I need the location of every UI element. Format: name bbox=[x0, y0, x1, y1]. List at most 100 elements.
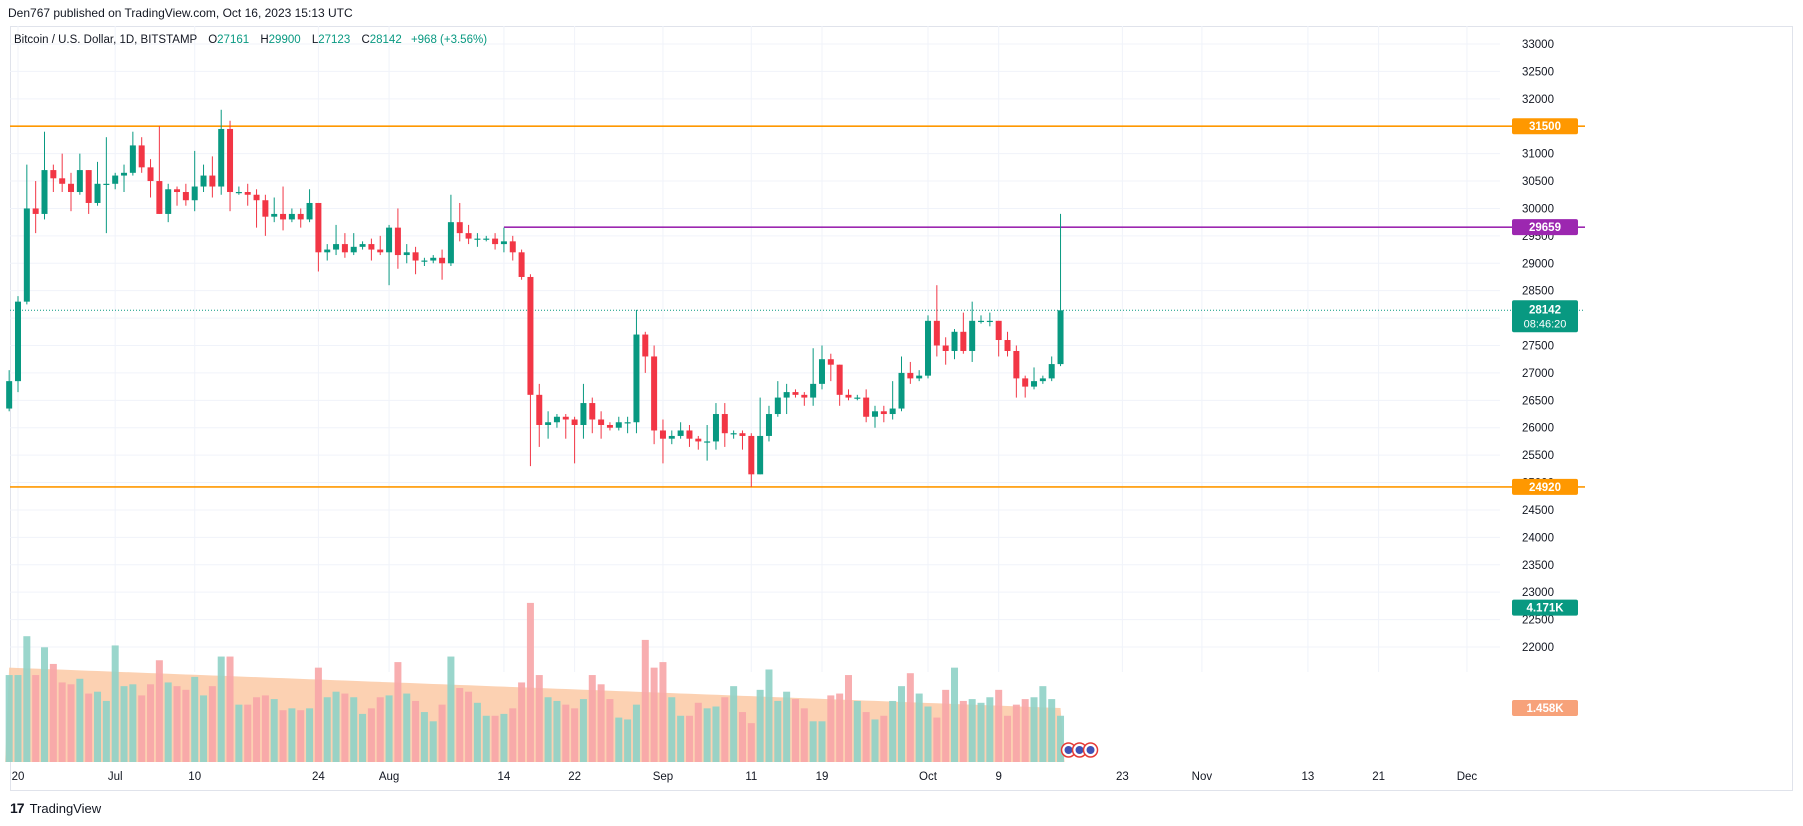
candle-body bbox=[500, 241, 507, 245]
candle-body bbox=[1031, 381, 1038, 387]
candle-body bbox=[244, 192, 251, 195]
volume-bar bbox=[173, 686, 181, 762]
y-tick-label: 22000 bbox=[1522, 642, 1554, 654]
candle-body bbox=[845, 394, 852, 398]
volume-bar bbox=[111, 645, 119, 762]
volume-bar bbox=[244, 704, 252, 762]
candle-body bbox=[898, 372, 905, 409]
volume-bar bbox=[862, 712, 870, 762]
volume-bar bbox=[659, 662, 667, 762]
y-tick-label: 26000 bbox=[1522, 423, 1554, 435]
low-value: 27123 bbox=[318, 34, 351, 46]
candle-body bbox=[156, 181, 163, 214]
x-tick-label: 10 bbox=[188, 771, 201, 783]
candle-body bbox=[138, 145, 145, 168]
x-tick-label: 21 bbox=[1372, 771, 1385, 783]
volume-bar bbox=[359, 713, 367, 762]
x-tick-label: 24 bbox=[312, 771, 325, 783]
candle-body bbox=[15, 301, 21, 382]
volume-bar bbox=[1004, 715, 1012, 762]
volume-bar bbox=[58, 682, 66, 762]
candle-body bbox=[359, 244, 366, 247]
volume-bar bbox=[756, 689, 764, 762]
volume-bar bbox=[871, 719, 879, 762]
candle-body bbox=[863, 397, 870, 417]
volume-bar bbox=[827, 695, 835, 762]
candle-body bbox=[68, 183, 75, 193]
level-high-tag: 31500 bbox=[1512, 118, 1578, 135]
x-tick-label: 11 bbox=[745, 771, 757, 783]
publish-info: Den767 published on TradingView.com, Oct… bbox=[8, 6, 353, 20]
candle-body bbox=[553, 416, 560, 423]
volume-bar bbox=[412, 700, 420, 762]
candle-body bbox=[836, 364, 843, 395]
volume-bar bbox=[898, 686, 905, 762]
volume-bar bbox=[906, 673, 914, 762]
candle-body bbox=[271, 213, 278, 217]
volume-bar bbox=[721, 697, 729, 762]
candle-body bbox=[288, 213, 295, 220]
y-tick-label: 32500 bbox=[1522, 66, 1554, 78]
candle-body bbox=[580, 403, 587, 425]
volume-bar bbox=[677, 715, 685, 762]
candle-body bbox=[545, 422, 552, 425]
last-price-tag: 28142 08:46:20 bbox=[1512, 300, 1578, 333]
candle-body bbox=[748, 435, 755, 475]
volume-last-tag: 4.171K bbox=[1512, 599, 1578, 616]
candle-body bbox=[818, 359, 825, 384]
volume-bar bbox=[1012, 704, 1020, 762]
tradingview-brand[interactable]: 17 TradingView bbox=[10, 800, 101, 816]
brand-name: TradingView bbox=[29, 800, 102, 816]
y-tick-label: 31000 bbox=[1522, 149, 1554, 161]
candle-body bbox=[447, 222, 454, 264]
candle-body bbox=[182, 192, 189, 201]
candle-body bbox=[810, 383, 817, 398]
candle-body bbox=[880, 411, 887, 415]
candle-body bbox=[1048, 364, 1055, 379]
candle-body bbox=[421, 260, 428, 262]
volume-bar bbox=[712, 706, 720, 762]
candle-body bbox=[783, 392, 790, 398]
volume-bar bbox=[67, 684, 75, 762]
candle-body bbox=[571, 419, 578, 425]
volume-bar bbox=[800, 708, 808, 762]
volume-bar bbox=[1057, 715, 1065, 762]
volume-bar bbox=[889, 700, 897, 762]
candle-body bbox=[59, 178, 66, 184]
volume-bar bbox=[138, 695, 146, 762]
volume-bar bbox=[844, 675, 852, 762]
volume-bar bbox=[217, 656, 225, 762]
candle-body bbox=[112, 175, 119, 184]
candle-body bbox=[394, 227, 401, 256]
volume-bar bbox=[473, 702, 481, 762]
low-label: L bbox=[311, 34, 319, 46]
volume-bar bbox=[774, 700, 782, 762]
volume-bar bbox=[818, 721, 826, 762]
volume-bar bbox=[641, 639, 649, 762]
candle-body bbox=[854, 397, 861, 399]
volume-bar bbox=[129, 684, 137, 762]
volume-ma-tag-text: 1.458K bbox=[1526, 703, 1564, 715]
candle-body bbox=[32, 208, 39, 214]
volume-bar bbox=[385, 695, 393, 762]
x-tick-label: 13 bbox=[1302, 771, 1315, 783]
volume-bar bbox=[977, 702, 985, 762]
volume-bar bbox=[403, 693, 411, 762]
symbol-legend: Bitcoin / U.S. Dollar, 1D, BITSTAMP O271… bbox=[14, 34, 487, 46]
candle-body bbox=[615, 422, 622, 428]
candle-body bbox=[960, 331, 967, 351]
y-tick-label: 24500 bbox=[1522, 505, 1554, 517]
level-low-tag-bg bbox=[1512, 478, 1578, 495]
candle-body bbox=[1039, 378, 1046, 382]
candle-body bbox=[341, 244, 348, 253]
candle-body bbox=[704, 441, 711, 443]
candle-body bbox=[235, 192, 242, 194]
volume-bar bbox=[685, 715, 693, 762]
candle-body bbox=[695, 438, 702, 442]
x-tick-label: 20 bbox=[12, 771, 25, 783]
candle-body bbox=[465, 233, 472, 239]
volume-bar bbox=[1039, 686, 1047, 762]
candle-body bbox=[350, 246, 357, 253]
volume-bar bbox=[120, 686, 128, 762]
